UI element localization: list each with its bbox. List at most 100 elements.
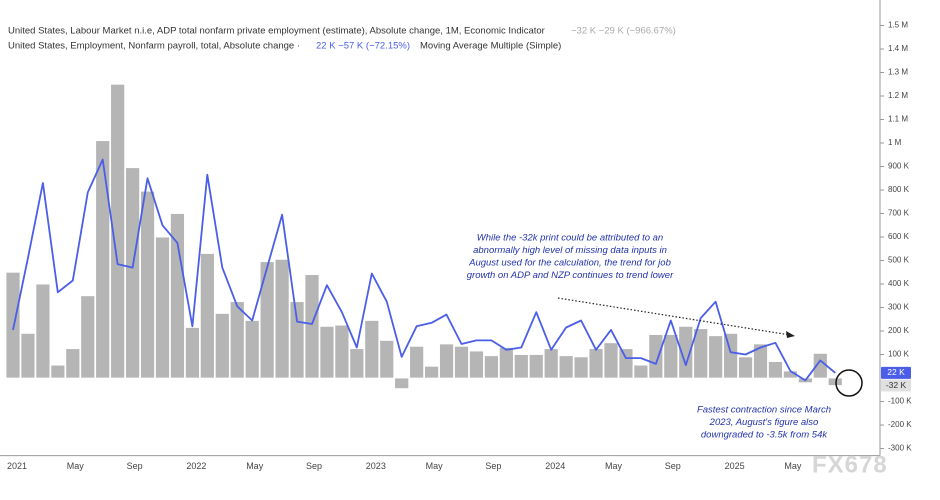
- bar: [259, 261, 275, 379]
- x-tick-label: Sep: [127, 461, 143, 471]
- legend-extra: Moving Average Multiple (Simple): [420, 41, 561, 52]
- line: [12, 158, 836, 382]
- bar: [498, 347, 514, 379]
- legend-text: United States, Employment, Nonfarm payro…: [8, 41, 300, 52]
- bar: [80, 295, 96, 379]
- y-tick-label: -200 K: [888, 420, 912, 429]
- x-tick-label: 2023: [366, 461, 386, 471]
- bar: [663, 334, 679, 379]
- bar: [289, 301, 305, 379]
- annotation: While the -32k print could be attributed…: [477, 233, 663, 244]
- annotation: 2023, August's figure also: [709, 417, 819, 428]
- bar: [454, 345, 469, 379]
- bar: [184, 327, 200, 379]
- y-tick-label: 200 K: [888, 326, 910, 335]
- y-tick-label: 300 K: [888, 303, 910, 312]
- bar: [379, 340, 395, 379]
- bar: [513, 354, 529, 379]
- bar: [753, 343, 768, 379]
- y-tick-label: -100 K: [888, 397, 912, 406]
- bar: [424, 365, 440, 379]
- y-tick-label: 800 K: [888, 185, 910, 194]
- y-tick-label: 400 K: [888, 279, 910, 288]
- bar: [319, 325, 335, 379]
- arrow-head: [786, 331, 795, 338]
- bar: [5, 271, 21, 379]
- x-tick-label: May: [605, 461, 623, 471]
- bar: [708, 335, 724, 379]
- bar: [573, 356, 589, 379]
- bar: [693, 328, 709, 379]
- bar: [618, 348, 634, 379]
- annotation: Fastest contraction since March: [697, 405, 831, 416]
- bar: [125, 167, 140, 379]
- watermark: FX678: [812, 451, 888, 478]
- y-tick-label: 1.5 M: [888, 21, 908, 30]
- bar: [274, 258, 290, 379]
- bar: [35, 283, 51, 379]
- bar: [304, 274, 320, 379]
- y-tick-label: 1.4 M: [888, 44, 908, 53]
- y-tick-label: 1.1 M: [888, 115, 908, 124]
- bar: [603, 342, 619, 379]
- y-tick-label: -300 K: [888, 444, 912, 453]
- y-tick-label: 1.3 M: [888, 68, 908, 77]
- x-tick-label: May: [784, 461, 802, 471]
- bar: [50, 364, 66, 379]
- bar: [229, 301, 245, 379]
- x-tick-label: 2021: [7, 461, 27, 471]
- legend-stats: −32 K −29 K (−966.67%): [571, 26, 676, 37]
- highlight-circle: [835, 369, 863, 397]
- bar: [738, 356, 753, 379]
- y-tick-label: 100 K: [888, 350, 910, 359]
- bar: [214, 313, 230, 379]
- bar: [588, 348, 604, 379]
- bar: [723, 332, 738, 379]
- bar: [558, 355, 574, 379]
- bar: [483, 355, 499, 379]
- bar: [199, 253, 215, 379]
- bar: [633, 364, 649, 379]
- x-tick-label: Sep: [665, 461, 681, 471]
- y-tick-label: 600 K: [888, 232, 910, 241]
- x-tick-label: 2024: [545, 461, 565, 471]
- y-tick-label: 1.2 M: [888, 91, 908, 100]
- annotation: downgraded to -3.5k from 54k: [701, 430, 828, 441]
- bar: [140, 190, 155, 379]
- legend-text: United States, Labour Market n.i.e, ADP …: [8, 26, 545, 37]
- bar: [155, 236, 170, 379]
- bar: [678, 325, 694, 379]
- axis-value-box: [881, 366, 911, 379]
- y-tick-label: 500 K: [888, 256, 910, 265]
- bar: [349, 348, 365, 379]
- axis-value-label: 22 K: [887, 367, 905, 377]
- bar: [409, 345, 425, 379]
- x-tick-label: 2025: [725, 461, 745, 471]
- bar: [95, 140, 111, 379]
- bar: [528, 354, 544, 379]
- bar: [394, 377, 410, 390]
- bar: [20, 332, 36, 379]
- bar: [469, 350, 484, 379]
- trend-arrow: [557, 297, 791, 336]
- bar: [439, 343, 454, 379]
- bar: [827, 377, 843, 386]
- bar: [768, 361, 783, 379]
- annotation: growth on ADP and NZP continues to trend…: [467, 270, 674, 281]
- y-tick-label: 700 K: [888, 209, 910, 218]
- y-tick-label: 1 M: [888, 138, 902, 147]
- axis-value-box: [881, 379, 911, 392]
- bar: [170, 213, 185, 379]
- bar: [110, 83, 126, 379]
- bar: [244, 320, 260, 379]
- x-tick-label: May: [246, 461, 264, 471]
- y-tick-label: 900 K: [888, 162, 910, 171]
- x-tick-label: May: [67, 461, 85, 471]
- bar: [364, 320, 380, 379]
- bar: [65, 348, 81, 379]
- x-tick-label: Sep: [485, 461, 501, 471]
- bar: [334, 324, 350, 379]
- bar: [543, 348, 559, 379]
- x-tick-label: Sep: [306, 461, 322, 471]
